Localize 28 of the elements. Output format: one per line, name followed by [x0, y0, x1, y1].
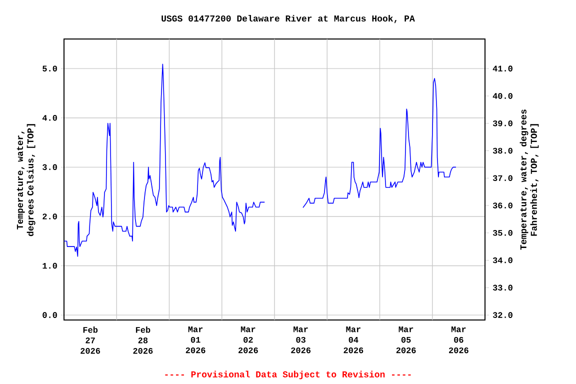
x-tick-label: Mar 02 2026 — [238, 326, 258, 354]
y2-tick-label: 39.0 — [492, 120, 512, 126]
y2-tick-label: 41.0 — [492, 66, 512, 72]
chart-title: USGS 01477200 Delaware River at Marcus Hook, PA — [162, 14, 415, 24]
y-tick-label: 4.0 — [42, 114, 57, 121]
x-tick-label: Feb 27 2026 — [80, 326, 100, 354]
x-tick-label: Mar 03 2026 — [291, 326, 311, 354]
y2-tick-label: 35.0 — [492, 230, 512, 236]
x-tick-label: Mar 04 2026 — [344, 326, 364, 354]
y2-tick-label: 37.0 — [492, 175, 512, 182]
y-tick-label: 0.0 — [42, 312, 57, 318]
x-tick-label: Mar 01 2026 — [186, 326, 206, 354]
y2-axis-title: Temperature, water, degrees Fahrenheit, TOP, [TOP] — [520, 110, 539, 250]
text: ---- Provisional Data Subject to Revision ---- — [165, 370, 411, 380]
y-axis-title: Temperature, water, degrees Celsius, [TOP] — [16, 124, 36, 236]
y2-tick-label: 40.0 — [492, 93, 512, 99]
y-tick-label: 5.0 — [42, 66, 57, 72]
x-tick-label: Mar 06 2026 — [449, 326, 468, 354]
y-tick-label: 2.0 — [42, 214, 57, 220]
y2-tick-label: 34.0 — [492, 257, 512, 264]
x-tick-label: Feb 28 2026 — [133, 326, 153, 354]
y2-tick-label: 36.0 — [492, 202, 512, 208]
y2-tick-label: 32.0 — [492, 312, 512, 318]
y2-tick-label: 38.0 — [492, 148, 512, 154]
y-tick-label: 1.0 — [42, 262, 57, 269]
y2-tick-label: 33.0 — [492, 284, 512, 291]
y-tick-label: 3.0 — [42, 164, 57, 170]
x-tick-label: Mar 05 2026 — [396, 326, 416, 354]
